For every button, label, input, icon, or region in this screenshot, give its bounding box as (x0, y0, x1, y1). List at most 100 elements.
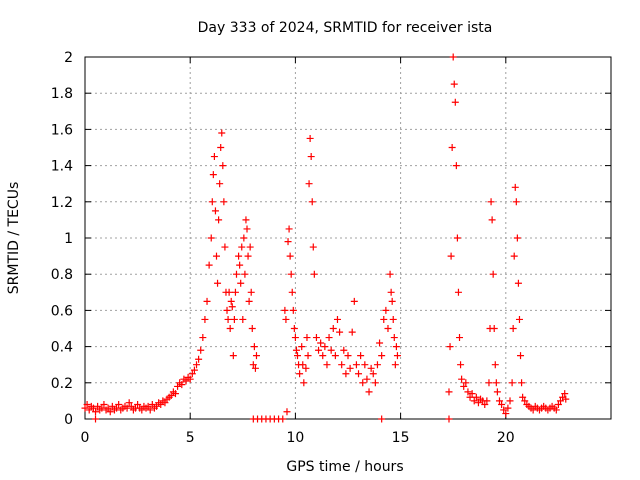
data-point (115, 401, 123, 409)
data-point (454, 288, 462, 296)
data-point (161, 399, 169, 407)
data-point (104, 404, 112, 412)
data-point (209, 171, 217, 179)
data-point (511, 183, 519, 191)
data-point (350, 297, 358, 305)
data-point (235, 252, 243, 260)
data-point (342, 370, 350, 378)
data-point (447, 252, 455, 260)
data-point (460, 382, 468, 390)
data-point (296, 370, 304, 378)
data-point (451, 98, 459, 106)
data-point (282, 315, 290, 323)
data-point (557, 397, 565, 405)
data-point (243, 225, 251, 233)
data-point (333, 315, 341, 323)
data-point (393, 352, 401, 360)
y-tick-label: 0.2 (51, 376, 73, 392)
data-point (457, 361, 465, 369)
data-point (445, 415, 453, 423)
data-point (219, 162, 227, 170)
y-tick-label: 0.4 (51, 340, 73, 356)
data-point (371, 379, 379, 387)
data-point (246, 243, 254, 251)
data-point (146, 406, 154, 414)
data-point (317, 339, 325, 347)
data-point (92, 408, 100, 416)
grid (85, 57, 611, 419)
data-point (236, 261, 244, 269)
y-tick-label: 1.8 (51, 86, 73, 102)
data-point (218, 129, 226, 137)
data-point (493, 388, 501, 396)
data-point (100, 401, 108, 409)
data-point (378, 352, 386, 360)
data-point (242, 216, 250, 224)
data-point (148, 401, 156, 409)
data-point (483, 397, 491, 405)
data-point (193, 361, 201, 369)
data-point (231, 288, 239, 296)
data-point (452, 162, 460, 170)
data-point (289, 306, 297, 314)
data-point (294, 352, 302, 360)
data-point (215, 216, 223, 224)
data-point (373, 361, 381, 369)
x-tick-label: 10 (286, 430, 304, 446)
data-point (462, 379, 470, 387)
data-point (355, 370, 363, 378)
data-point (81, 404, 89, 412)
data-point (491, 361, 499, 369)
data-point (352, 361, 360, 369)
data-point (474, 399, 482, 407)
x-tick-label: 0 (81, 430, 90, 446)
data-point (252, 352, 260, 360)
x-tick-label: 15 (392, 430, 410, 446)
data-point (310, 270, 318, 278)
data-point (306, 134, 314, 142)
y-tick-label: 0.8 (51, 267, 73, 283)
y-axis-label: SRMTID / TECUs (6, 182, 22, 295)
data-point (312, 334, 320, 342)
data-point (291, 334, 299, 342)
data-point (529, 406, 537, 414)
data-point (309, 243, 317, 251)
data-point (113, 404, 121, 412)
data-point (346, 364, 354, 372)
data-point (388, 297, 396, 305)
data-point (380, 315, 388, 323)
x-axis-label: GPS time / hours (286, 459, 403, 475)
data-point (552, 406, 560, 414)
data-point (305, 180, 313, 188)
data-point (287, 270, 295, 278)
data-point (391, 361, 399, 369)
data-point (304, 352, 312, 360)
data-point (384, 325, 392, 332)
data-point (512, 198, 520, 206)
data-point (502, 410, 510, 418)
data-point (519, 393, 527, 401)
data-point (237, 279, 245, 287)
data-point (500, 406, 508, 414)
data-point (225, 288, 233, 296)
data-point (288, 288, 296, 296)
data-point (190, 366, 198, 374)
data-point (232, 270, 240, 278)
x-tick-label: 20 (497, 430, 515, 446)
data-point (554, 401, 562, 409)
data-point (188, 370, 196, 378)
data-point (228, 303, 236, 311)
data-point (238, 243, 246, 251)
data-point (286, 252, 294, 260)
data-point (490, 325, 498, 332)
data-point (208, 198, 216, 206)
data-point (445, 388, 453, 396)
data-point (308, 198, 316, 206)
data-point (387, 288, 395, 296)
data-point (285, 225, 293, 233)
data-point (217, 144, 225, 151)
data-point (307, 153, 315, 161)
data-point (203, 297, 211, 305)
y-tick-label: 0 (64, 412, 73, 428)
